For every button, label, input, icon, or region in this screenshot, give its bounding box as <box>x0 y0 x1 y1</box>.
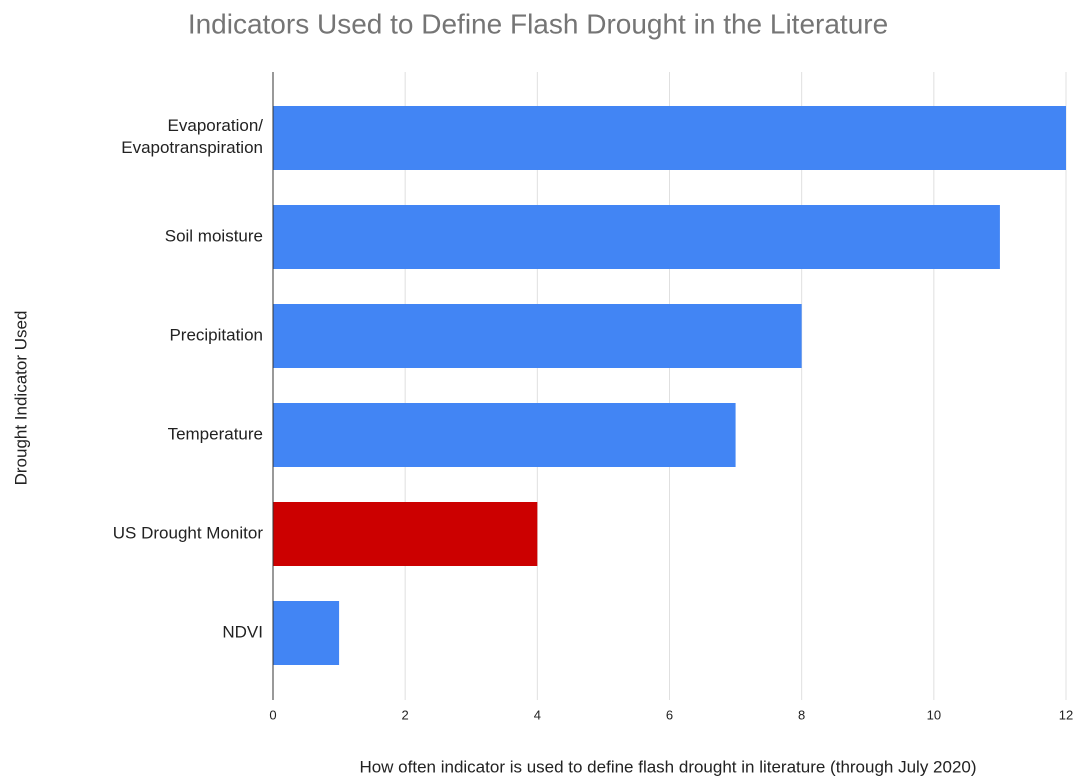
x-tick-label: 10 <box>927 707 941 722</box>
x-tick-label: 2 <box>402 707 409 722</box>
chart-title: Indicators Used to Define Flash Drought … <box>188 8 888 39</box>
y-tick-label: Evaporation/Evapotranspiration <box>121 116 263 157</box>
x-tick-label: 6 <box>666 707 673 722</box>
bar <box>273 403 736 467</box>
y-tick-label: NDVI <box>222 622 263 641</box>
bar <box>273 601 340 665</box>
bar <box>273 205 1000 269</box>
y-tick-label: Precipitation <box>169 325 263 344</box>
bar <box>273 106 1066 170</box>
y-tick-label: Temperature <box>168 424 263 443</box>
x-tick-label: 0 <box>269 707 276 722</box>
x-tick-label: 4 <box>534 707 541 722</box>
y-axis-label: Drought Indicator Used <box>11 311 30 486</box>
y-tick-label: US Drought Monitor <box>113 523 264 542</box>
y-tick-label: Soil moisture <box>165 226 263 245</box>
x-tick-label: 8 <box>798 707 805 722</box>
bar <box>273 502 538 566</box>
x-tick-label: 12 <box>1059 707 1073 722</box>
bar <box>273 304 802 368</box>
x-axis-label: How often indicator is used to define fl… <box>359 757 976 776</box>
